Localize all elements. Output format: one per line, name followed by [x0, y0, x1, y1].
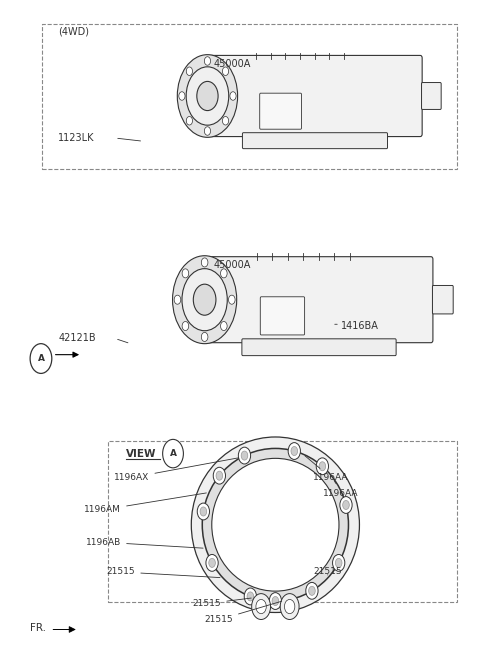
Text: 42121B: 42121B: [59, 333, 96, 343]
Circle shape: [197, 81, 218, 111]
Circle shape: [228, 295, 235, 304]
Circle shape: [186, 67, 229, 125]
Circle shape: [288, 443, 300, 459]
Text: 1196AB: 1196AB: [86, 538, 203, 548]
Text: A: A: [37, 354, 45, 363]
Circle shape: [204, 127, 211, 136]
Text: VIEW: VIEW: [126, 449, 156, 458]
Circle shape: [209, 558, 216, 567]
Circle shape: [204, 57, 211, 66]
Circle shape: [280, 593, 299, 620]
Circle shape: [216, 471, 223, 480]
Circle shape: [201, 333, 208, 341]
Circle shape: [306, 582, 318, 599]
Text: 45000A: 45000A: [214, 60, 252, 69]
Circle shape: [220, 269, 227, 278]
Circle shape: [182, 322, 189, 331]
Circle shape: [201, 258, 208, 267]
FancyBboxPatch shape: [421, 83, 441, 109]
Circle shape: [182, 269, 189, 278]
Circle shape: [333, 555, 345, 571]
Circle shape: [343, 500, 349, 510]
Circle shape: [309, 586, 315, 595]
Ellipse shape: [192, 437, 360, 612]
Circle shape: [252, 593, 271, 620]
Circle shape: [247, 592, 253, 601]
Text: 1196AX: 1196AX: [114, 458, 239, 482]
Circle shape: [182, 269, 227, 331]
Circle shape: [230, 92, 236, 100]
Circle shape: [179, 92, 185, 100]
Circle shape: [244, 588, 256, 605]
Text: (4WD): (4WD): [59, 27, 89, 37]
FancyBboxPatch shape: [208, 56, 422, 137]
FancyBboxPatch shape: [260, 93, 301, 129]
Circle shape: [197, 503, 209, 520]
Circle shape: [241, 451, 248, 460]
Circle shape: [336, 558, 342, 567]
Circle shape: [186, 117, 192, 125]
Text: 1196AA: 1196AA: [305, 456, 348, 482]
Text: 1196AA: 1196AA: [323, 480, 358, 498]
Text: 21515: 21515: [204, 601, 282, 624]
Circle shape: [222, 117, 228, 125]
Circle shape: [222, 67, 228, 75]
Circle shape: [316, 458, 328, 475]
Circle shape: [30, 344, 52, 373]
Text: A: A: [169, 449, 177, 458]
FancyBboxPatch shape: [432, 286, 453, 314]
Circle shape: [272, 597, 279, 606]
Text: 1123LK: 1123LK: [59, 133, 95, 143]
FancyBboxPatch shape: [242, 339, 396, 356]
Circle shape: [319, 462, 325, 471]
Text: 21515: 21515: [107, 567, 220, 578]
Circle shape: [174, 295, 181, 304]
Circle shape: [172, 255, 237, 344]
Circle shape: [340, 496, 352, 514]
Text: 1196AM: 1196AM: [84, 493, 206, 514]
FancyBboxPatch shape: [242, 133, 387, 149]
Circle shape: [291, 447, 298, 456]
Ellipse shape: [202, 449, 348, 601]
FancyBboxPatch shape: [205, 257, 433, 343]
Circle shape: [177, 54, 238, 138]
Circle shape: [285, 599, 295, 614]
FancyBboxPatch shape: [260, 297, 305, 335]
Circle shape: [193, 284, 216, 315]
Circle shape: [213, 467, 226, 484]
Text: 45000A: 45000A: [214, 260, 252, 270]
Circle shape: [269, 593, 281, 609]
Ellipse shape: [212, 458, 339, 591]
Text: 1416BA: 1416BA: [341, 321, 379, 331]
Circle shape: [163, 440, 183, 468]
Circle shape: [256, 599, 266, 614]
Text: FR.: FR.: [30, 622, 46, 633]
Circle shape: [239, 447, 251, 464]
Circle shape: [220, 322, 227, 331]
Circle shape: [200, 507, 207, 516]
Text: 21515: 21515: [192, 598, 251, 608]
Circle shape: [206, 555, 218, 571]
Text: 21515: 21515: [313, 567, 342, 576]
Circle shape: [186, 67, 192, 75]
